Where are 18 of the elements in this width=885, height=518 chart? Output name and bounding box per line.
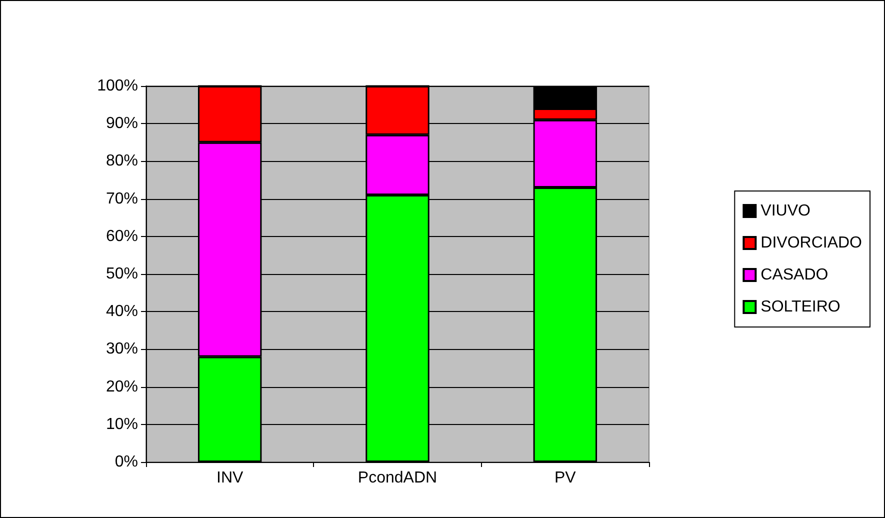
y-tick-label: 70% <box>106 190 138 208</box>
y-tick-label: 50% <box>106 266 138 282</box>
y-tick-label: 20% <box>106 378 138 396</box>
x-tick-label: INV <box>216 470 244 486</box>
y-tick-label: 40% <box>106 303 138 320</box>
legend-label: CASADO <box>760 266 828 284</box>
legend-label: DIVORCIADO <box>760 234 862 252</box>
y-tick-label: 100% <box>97 78 138 94</box>
y-tick-label: 80% <box>106 152 138 170</box>
legend-label: SOLTEIRO <box>760 298 840 316</box>
x-tick-label: PcondADN <box>358 470 438 486</box>
x-tick-label: PV <box>554 470 576 486</box>
y-tick-label: 60% <box>106 228 138 245</box>
y-tick-label: 90% <box>106 115 138 132</box>
legend-label: VIUVO <box>760 202 810 220</box>
y-tick-label: 30% <box>106 340 138 358</box>
y-tick-label: 0% <box>114 454 138 470</box>
y-tick-label: 10% <box>106 416 138 433</box>
